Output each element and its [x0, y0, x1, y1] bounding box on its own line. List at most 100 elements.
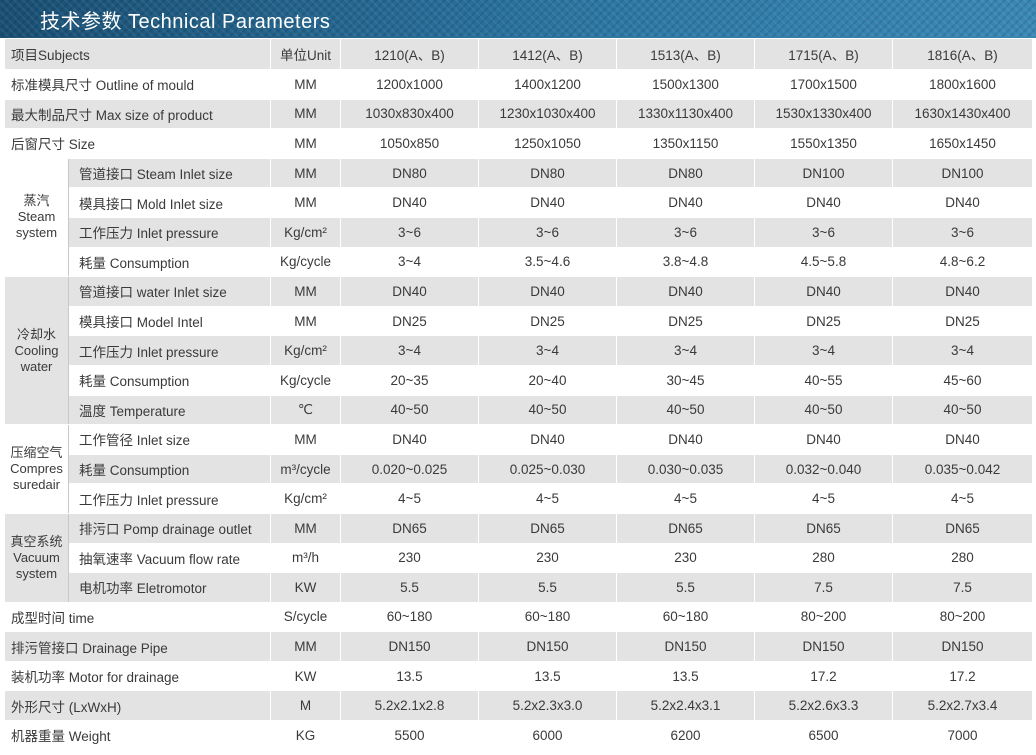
row-value: 1400x1200 [478, 69, 617, 100]
row-value: 4.8~6.2 [892, 246, 1033, 278]
row-label: 外形尺寸 (LxWxH) [4, 690, 271, 722]
row-value: 1530x1330x400 [754, 98, 893, 130]
row-value: 7000 [892, 720, 1033, 751]
table-row: 模具接口 Mold Inlet size MM DN40 DN40 DN40 DN40 DN… [5, 187, 1033, 218]
table-row: 冷却水 Cooling water 管道接口 water Inlet size MM DN… [4, 276, 1033, 426]
group-label-line: Steam [17, 209, 56, 225]
row-value: DN40 [616, 276, 755, 307]
row-value: 4~5 [478, 483, 617, 514]
row-value: 7.5 [754, 572, 893, 603]
group-label: 压缩空气 Compres suredair [4, 424, 69, 514]
row-value: DN40 [754, 276, 893, 307]
row-value: 17.2 [754, 660, 893, 692]
row-value: DN25 [340, 305, 479, 337]
header-model: 1816(A、B) [892, 38, 1033, 70]
row-unit: Kg/cycle [270, 364, 341, 396]
table-row: 工作压力 Inlet pressure Kg/cm² 4~5 4~5 4~5 4~5 4~5 [5, 483, 1033, 514]
row-value: 13.5 [478, 660, 617, 692]
table-row: 装机功率 Motor for drainage KW 13.5 13.5 13.5 17.… [4, 660, 1033, 692]
group-label-line: 蒸汽 [23, 193, 50, 209]
row-label: 最大制品尺寸 Max size of product [4, 98, 271, 130]
row-value: 4~5 [754, 483, 893, 514]
row-value: 5500 [340, 720, 479, 751]
row-value: 40~50 [616, 394, 755, 426]
row-value: DN65 [892, 512, 1033, 544]
row-value: DN40 [892, 276, 1033, 307]
row-value: 1630x1430x400 [892, 98, 1033, 130]
row-value: 60~180 [616, 601, 755, 633]
row-label: 后窗尺寸 Size [4, 128, 271, 159]
table-row: 抽氧速率 Vacuum flow rate m³/h 230 230 230 280 280 [5, 542, 1033, 574]
group-label-line: system [15, 225, 58, 241]
row-unit: MM [270, 98, 341, 130]
row-unit: MM [270, 424, 341, 455]
row-value: 40~50 [478, 394, 617, 426]
table-row: 耗量 Consumption Kg/cycle 20~35 20~40 30~45 40~… [5, 364, 1033, 396]
row-value: DN25 [616, 305, 755, 337]
table-row: 真空系统 Vacuum system 排污口 Pomp drainage outlet… [4, 512, 1033, 603]
table-row: 工作压力 Inlet pressure Kg/cm² 3~6 3~6 3~6 3~6 3~6 [5, 216, 1033, 248]
header-model: 1412(A、B) [478, 38, 617, 70]
group-label-line: Vacuum [13, 549, 60, 565]
row-value: DN40 [340, 187, 479, 218]
row-unit: ℃ [270, 394, 341, 426]
row-value: DN80 [478, 157, 617, 189]
row-value: DN25 [754, 305, 893, 337]
row-value: 1200x1000 [340, 69, 479, 100]
row-value: 1030x830x400 [340, 98, 479, 130]
header-subjects: 项目Subjects [4, 38, 271, 70]
row-unit: M [270, 690, 341, 722]
header-row: 项目Subjects 单位Unit 1210(A、B) 1412(A、B) 15… [4, 38, 1033, 70]
row-value: DN40 [340, 424, 479, 455]
row-value: DN40 [754, 187, 893, 218]
row-value: 4~5 [892, 483, 1033, 514]
row-value: 80~200 [754, 601, 893, 633]
row-label: 排污管接口 Drainage Pipe [4, 631, 271, 662]
row-value: 280 [892, 542, 1033, 574]
row-label: 耗量 Consumption [68, 453, 271, 485]
group-label-line: Compres [10, 461, 63, 477]
table-row: 耗量 Consumption Kg/cycle 3~4 3.5~4.6 3.8~4.8 4… [5, 246, 1033, 278]
row-unit: MM [270, 631, 341, 662]
row-value: 5.5 [478, 572, 617, 603]
row-unit: MM [270, 276, 341, 307]
row-value: 230 [340, 542, 479, 574]
row-value: 3~4 [340, 335, 479, 366]
row-label: 管道接口 Steam Inlet size [68, 157, 271, 189]
row-value: 45~60 [892, 364, 1033, 396]
row-value: DN150 [616, 631, 755, 662]
table-row: 后窗尺寸 Size MM 1050x850 1250x1050 1350x1150 155… [4, 128, 1033, 159]
row-value: 40~50 [340, 394, 479, 426]
table-row: 蒸汽 Steam system 管道接口 Steam Inlet size MM DN80… [4, 157, 1033, 278]
row-unit: m³/h [270, 542, 341, 574]
row-unit: Kg/cm² [270, 483, 341, 514]
row-unit: S/cycle [270, 601, 341, 633]
row-value: DN150 [478, 631, 617, 662]
row-value: 3.8~4.8 [616, 246, 755, 278]
row-value: 4~5 [340, 483, 479, 514]
row-value: 230 [616, 542, 755, 574]
row-value: DN80 [616, 157, 755, 189]
row-value: 3~6 [892, 216, 1033, 248]
table-row: 压缩空气 Compres suredair 工作管径 Inlet size MM DN40… [4, 424, 1033, 514]
table-row: 耗量 Consumption m³/cycle 0.020~0.025 0.025~0… [5, 453, 1033, 485]
row-value: 3~6 [340, 216, 479, 248]
table-row: 标准模具尺寸 Outline of mould MM 1200x1000 1400x1… [4, 69, 1033, 100]
group-label-line: Cooling [14, 342, 59, 358]
row-value: 1550x1350 [754, 128, 893, 159]
table-row: 温度 Temperature ℃ 40~50 40~50 40~50 40~50 40~50 [5, 394, 1033, 426]
row-value: DN80 [340, 157, 479, 189]
row-value: 0.032~0.040 [754, 453, 893, 485]
row-unit: MM [270, 69, 341, 100]
row-value: DN100 [892, 157, 1033, 189]
row-value: 6500 [754, 720, 893, 751]
row-label: 装机功率 Motor for drainage [4, 660, 271, 692]
row-value: 0.035~0.042 [892, 453, 1033, 485]
row-value: 280 [754, 542, 893, 574]
row-value: DN40 [754, 424, 893, 455]
row-value: 3~6 [616, 216, 755, 248]
row-value: 3.5~4.6 [478, 246, 617, 278]
row-value: 5.2x2.3x3.0 [478, 690, 617, 722]
table-row: 电机功率 Eletromotor KW 5.5 5.5 5.5 7.5 7.5 [5, 572, 1033, 603]
row-value: 1500x1300 [616, 69, 755, 100]
